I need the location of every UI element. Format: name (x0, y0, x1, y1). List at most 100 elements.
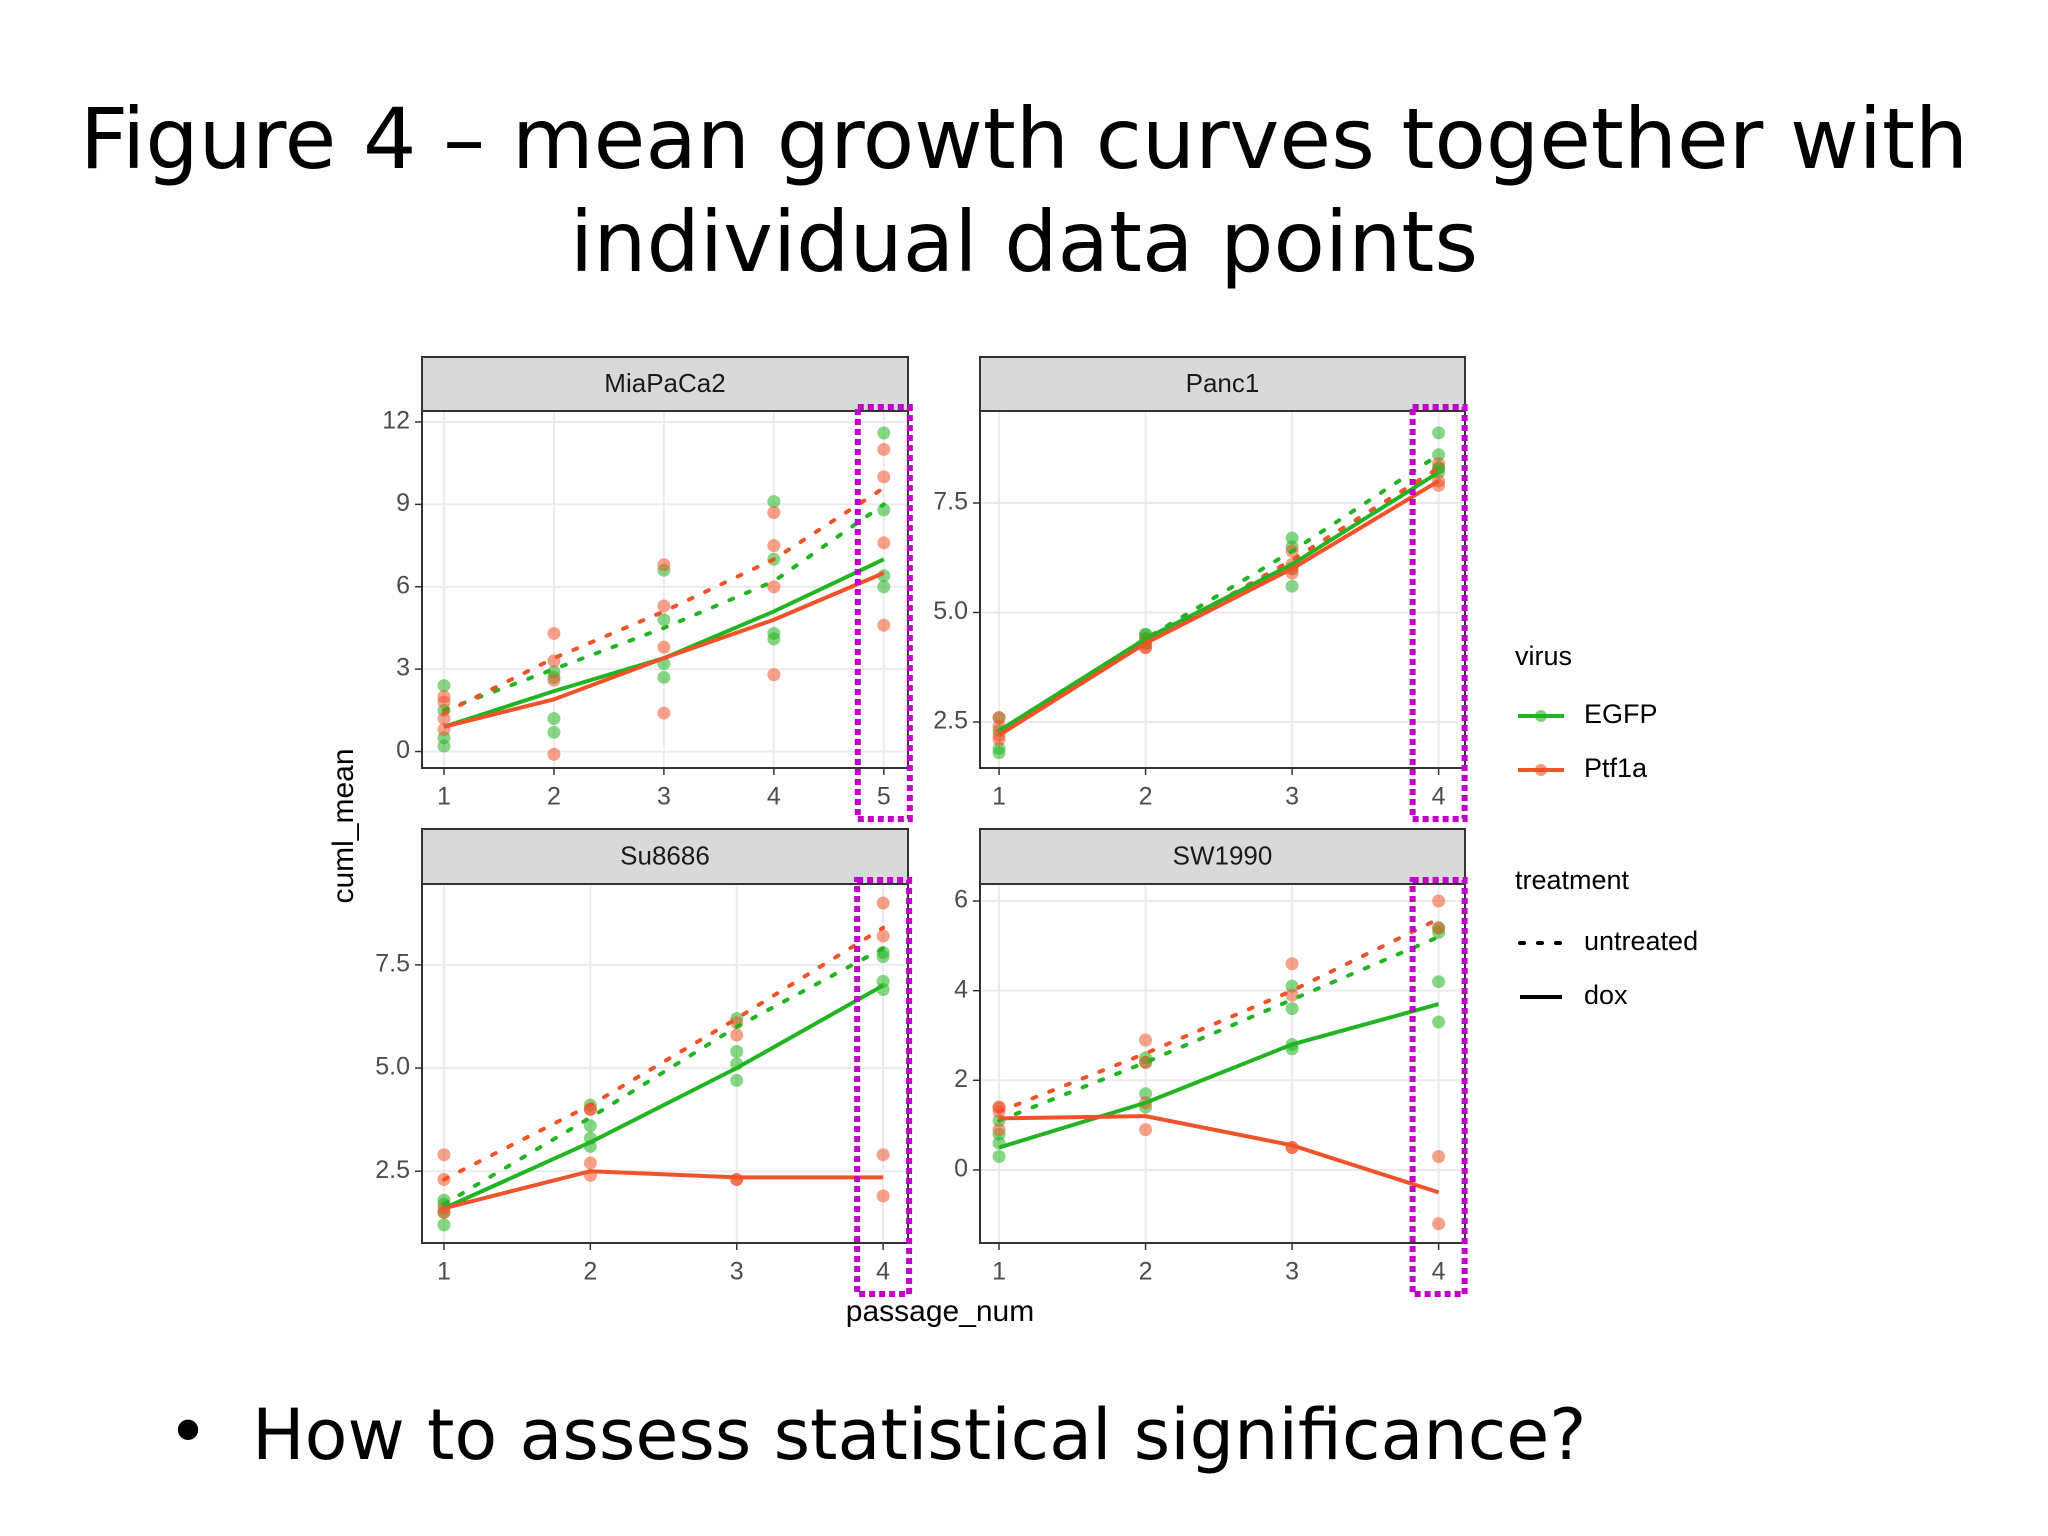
x-tick-label: 2 (1139, 1258, 1153, 1286)
legend-key-point (1535, 764, 1547, 776)
data-point (1285, 579, 1299, 593)
data-point (877, 536, 891, 550)
data-point (767, 668, 781, 682)
x-tick-label: 3 (1285, 783, 1299, 811)
y-tick-label: 0 (396, 736, 410, 764)
data-point (767, 495, 781, 509)
plot-background (980, 884, 1465, 1243)
growth-line (997, 470, 1440, 733)
highlight-box (1409, 404, 1468, 822)
data-point (1139, 1123, 1153, 1137)
y-tick-label: 2.5 (933, 707, 968, 735)
data-point (992, 1123, 1006, 1137)
data-point (876, 1148, 890, 1162)
data-point (1285, 1002, 1299, 1016)
growth-line (997, 479, 1440, 737)
data-point (767, 580, 781, 594)
data-point (876, 929, 890, 943)
x-tick-label: 5 (877, 783, 891, 811)
data-point (547, 626, 561, 640)
growth-line (443, 1169, 884, 1211)
data-point (1432, 921, 1446, 935)
facet-strip (979, 356, 1466, 412)
data-point (437, 690, 451, 704)
data-point (876, 1189, 890, 1203)
data-point (437, 679, 451, 693)
legend-label: EGFP (1584, 699, 1658, 729)
y-tick-label: 7.5 (933, 488, 968, 516)
data-point (1285, 979, 1299, 993)
slide-title: individual data points (570, 193, 1478, 291)
x-tick-label: 4 (1432, 1258, 1446, 1286)
data-point (583, 1119, 597, 1133)
x-tick-label: 2 (547, 783, 561, 811)
growth-line (997, 452, 1441, 733)
x-tick-label: 1 (437, 783, 451, 811)
x-tick-label: 4 (876, 1258, 890, 1286)
data-point (992, 1149, 1006, 1163)
plot-background (980, 411, 1465, 768)
data-point (1432, 1217, 1446, 1231)
y-tick-label: 12 (382, 407, 410, 435)
y-tick-label: 4 (954, 975, 968, 1003)
data-point (657, 599, 671, 613)
legend-title: treatment (1515, 865, 1630, 895)
data-point (1285, 957, 1299, 971)
data-point (876, 974, 890, 988)
data-point (437, 739, 451, 753)
growth-line (441, 502, 886, 713)
growth-line (997, 934, 1441, 1123)
growth-line (997, 916, 1441, 1114)
x-tick-label: 2 (1139, 783, 1153, 811)
slide-title: Figure 4 – mean growth curves together w… (80, 90, 1968, 188)
bullet-dot: • (167, 1391, 208, 1473)
highlight-box (854, 877, 913, 1297)
data-point (657, 706, 671, 720)
y-axis-label: cuml_mean (327, 748, 360, 903)
data-point (1139, 1033, 1153, 1047)
facet-title: SW1990 (1173, 840, 1273, 870)
data-point (1432, 1149, 1446, 1163)
growth-line (443, 983, 885, 1211)
data-point (583, 1156, 597, 1170)
legend-label: dox (1584, 980, 1628, 1010)
y-tick-label: 2.5 (375, 1156, 410, 1184)
legend-label: Ptf1a (1584, 753, 1648, 783)
data-point (657, 613, 671, 627)
legend-key-point (1535, 710, 1547, 722)
x-tick-label: 2 (583, 1258, 597, 1286)
data-point (767, 506, 781, 520)
highlight-box (1409, 877, 1468, 1297)
data-point (657, 670, 671, 684)
legend-label: untreated (1584, 926, 1698, 956)
data-point (1432, 1015, 1446, 1029)
highlight-box (854, 404, 913, 822)
data-point (657, 558, 671, 572)
facet-strip (979, 828, 1466, 885)
y-tick-label: 7.5 (375, 949, 410, 977)
growth-line (999, 1114, 1440, 1195)
data-point (730, 1045, 744, 1059)
data-point (437, 1148, 451, 1162)
growth-line (441, 946, 886, 1207)
y-tick-label: 5.0 (933, 597, 968, 625)
facet-strip (421, 356, 909, 412)
y-tick-label: 2 (954, 1065, 968, 1093)
x-tick-label: 3 (1285, 1258, 1299, 1286)
data-point (877, 470, 891, 484)
x-tick-label: 1 (437, 1258, 451, 1286)
y-tick-label: 6 (396, 571, 410, 599)
data-point (1139, 1087, 1153, 1101)
data-point (876, 950, 890, 964)
data-point (1432, 894, 1446, 908)
x-axis-label: passage_num (846, 1295, 1034, 1328)
y-tick-label: 9 (396, 489, 410, 517)
data-point (730, 1028, 744, 1042)
facet-title: MiaPaCa2 (604, 368, 725, 398)
data-point (730, 1172, 744, 1186)
facet-title: Su8686 (620, 840, 710, 870)
data-point (1285, 988, 1299, 1002)
data-point (437, 712, 451, 726)
data-point (876, 896, 890, 910)
